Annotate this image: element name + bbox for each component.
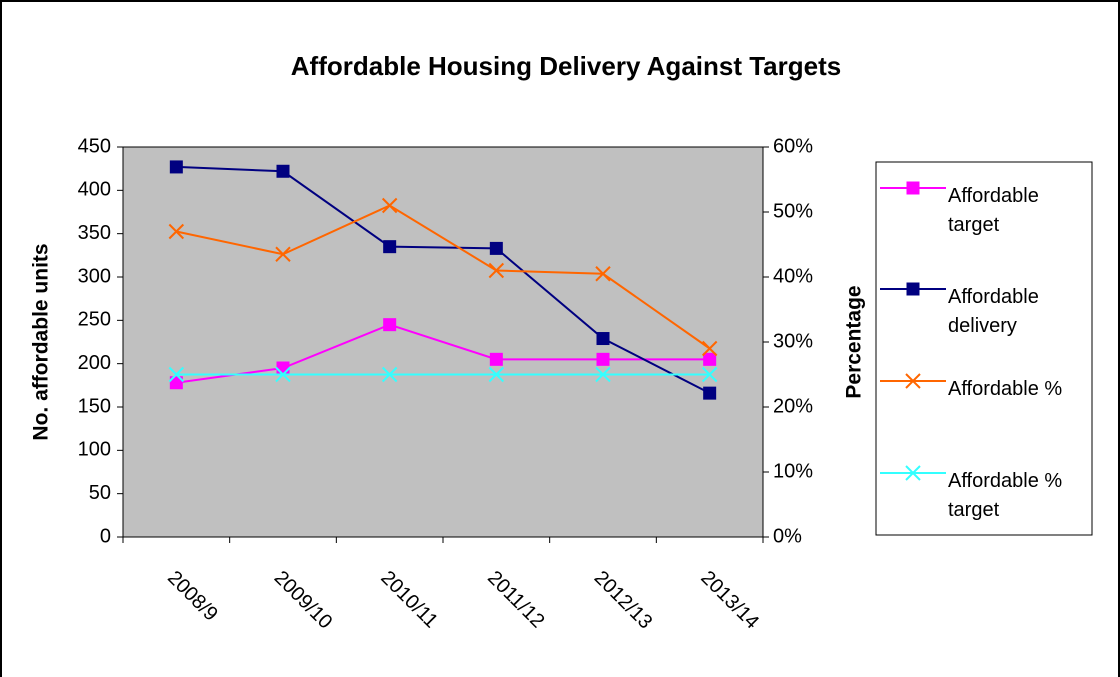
y-tick-label: 200 (78, 352, 111, 374)
legend-marker (906, 181, 920, 195)
chart-title: Affordable Housing Delivery Against Targ… (291, 51, 841, 81)
data-point (596, 352, 610, 366)
y2-tick-label: 20% (773, 395, 813, 417)
y-tick-label: 350 (78, 222, 111, 244)
series-line (176, 165, 711, 395)
y2-tick-label: 40% (773, 265, 813, 287)
legend-label: Affordable % target (948, 470, 1063, 521)
data-point (169, 376, 183, 390)
y2-tick-label: 30% (773, 330, 813, 352)
data-point (381, 366, 398, 383)
y2-axis-title: Percentage (843, 285, 866, 398)
data-point (383, 318, 397, 332)
series-line (176, 323, 710, 384)
y-tick-label: 50 (89, 482, 111, 504)
y2-tick-label: 0% (773, 525, 802, 547)
y-tick-label: 450 (78, 135, 111, 157)
data-point (703, 386, 717, 400)
data-point (488, 262, 505, 279)
data-point (488, 366, 505, 383)
data-point (276, 361, 290, 375)
data-point (595, 266, 611, 282)
y2-tick-label: 10% (773, 460, 813, 482)
legend-marker (906, 282, 920, 296)
data-point (489, 352, 503, 366)
legend-label: Affordable delivery (948, 286, 1039, 337)
data-point (703, 352, 717, 366)
data-point (489, 241, 503, 255)
data-point (596, 332, 610, 346)
data-point (276, 164, 290, 178)
y-tick-label: 100 (78, 439, 111, 461)
y-tick-label: 400 (78, 179, 111, 201)
y-tick-label: 300 (78, 265, 111, 287)
y-axis-title: No. affordable units (30, 243, 53, 440)
series-line (176, 204, 711, 350)
data-point (169, 160, 183, 174)
legend-label: Affordable % (948, 378, 1063, 400)
data-point (383, 240, 397, 254)
legend-label: Affordable target (948, 185, 1039, 236)
data-point (381, 197, 398, 214)
data-point (595, 366, 611, 383)
data-point (168, 223, 185, 240)
legend-marker (905, 465, 921, 481)
data-point (701, 366, 718, 383)
data-point (701, 340, 718, 357)
y2-tick-label: 50% (773, 200, 813, 222)
y-tick-label: 150 (78, 395, 111, 417)
data-point (275, 366, 291, 383)
data-point (168, 366, 185, 383)
data-point (275, 246, 291, 262)
y-tick-label: 250 (78, 309, 111, 331)
legend-marker (905, 373, 921, 389)
y-tick-label: 0 (100, 525, 111, 547)
y2-tick-label: 60% (773, 135, 813, 157)
